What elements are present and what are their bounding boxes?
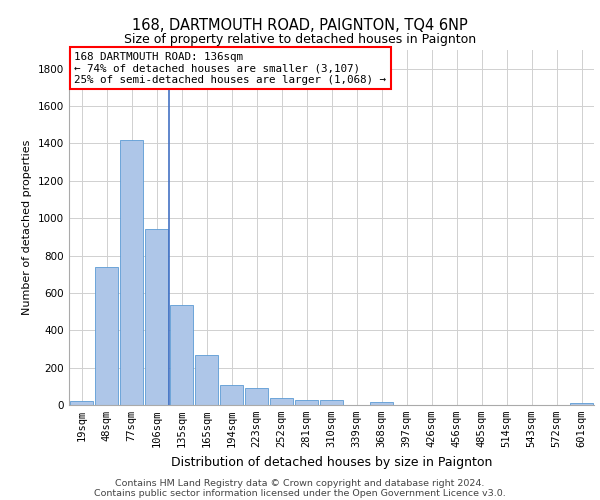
Bar [95, 266, 118, 405]
X-axis label: Distribution of detached houses by size in Paignton: Distribution of detached houses by size … [171, 456, 492, 468]
Bar [269, 398, 293, 405]
Text: Contains HM Land Registry data © Crown copyright and database right 2024.: Contains HM Land Registry data © Crown c… [115, 478, 485, 488]
Text: Contains public sector information licensed under the Open Government Licence v3: Contains public sector information licen… [94, 488, 506, 498]
Bar [245, 388, 268, 405]
Text: Size of property relative to detached houses in Paignton: Size of property relative to detached ho… [124, 32, 476, 46]
Bar [119, 140, 143, 405]
Bar [370, 402, 394, 405]
Bar [70, 402, 94, 405]
Bar [320, 400, 343, 405]
Bar [170, 305, 193, 405]
Y-axis label: Number of detached properties: Number of detached properties [22, 140, 32, 315]
Text: 168, DARTMOUTH ROAD, PAIGNTON, TQ4 6NP: 168, DARTMOUTH ROAD, PAIGNTON, TQ4 6NP [132, 18, 468, 32]
Bar [220, 386, 244, 405]
Bar [194, 356, 218, 405]
Bar [145, 230, 169, 405]
Bar [569, 403, 593, 405]
Text: 168 DARTMOUTH ROAD: 136sqm
← 74% of detached houses are smaller (3,107)
25% of s: 168 DARTMOUTH ROAD: 136sqm ← 74% of deta… [74, 52, 386, 85]
Bar [295, 400, 319, 405]
